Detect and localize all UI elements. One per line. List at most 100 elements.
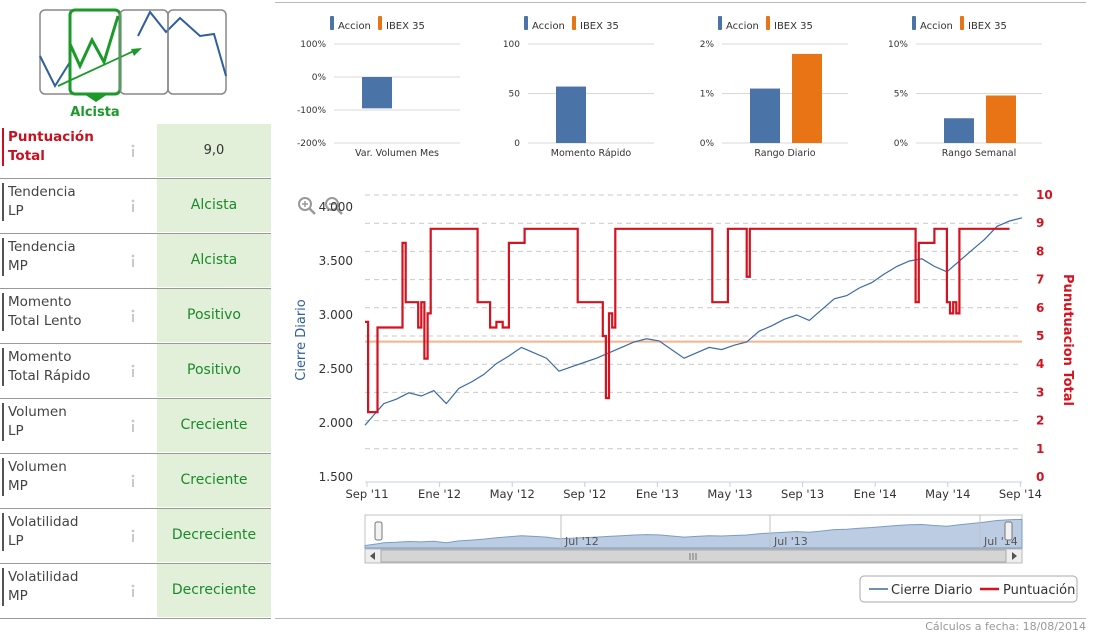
indicator-label-line1: Momento	[8, 294, 72, 310]
navigator-right-handle[interactable]	[1004, 521, 1013, 541]
mini-chart-title: Rango Semanal	[942, 148, 1017, 159]
y-right-tick-label: 3	[1036, 385, 1044, 399]
row-divider	[0, 178, 271, 179]
y-left-tick-label: 2.000	[319, 416, 353, 430]
indicator-row: Tendencia LP Alcista	[0, 179, 271, 234]
row-divider	[0, 508, 271, 509]
bar-accion	[556, 86, 586, 143]
row-divider	[0, 343, 271, 344]
x-tick-label: May '13	[707, 487, 752, 501]
legend-label-score: Puntuación	[1003, 583, 1075, 598]
indicator-label-line1: Tendencia	[8, 239, 76, 255]
legend-swatch-ibex	[572, 16, 576, 30]
info-icon[interactable]	[128, 418, 138, 434]
indicator-label-line1: Volumen	[8, 459, 67, 475]
mini-chart: Accion IBEX 35 10% 5% 0% Rango Semanal	[888, 16, 1042, 159]
x-tick-label: Ene '12	[418, 487, 461, 501]
bar-accion	[362, 77, 392, 109]
navigator-area	[364, 518, 1023, 549]
info-icon[interactable]	[128, 473, 138, 489]
indicator-value: Positivo	[157, 289, 271, 342]
info-icon[interactable]	[128, 253, 138, 269]
info-icon[interactable]	[128, 583, 138, 599]
indicator-label-line2: MP	[8, 478, 28, 494]
row-divider	[0, 288, 271, 289]
y-right-axis-title: Punutuacion Total	[1060, 274, 1075, 406]
y-left-tick-label: 3.000	[319, 308, 353, 322]
info-icon[interactable]	[128, 528, 138, 544]
info-icon[interactable]	[128, 143, 138, 159]
indicator-label-line2: Total Lento	[8, 313, 82, 329]
plus-glyph	[302, 201, 308, 207]
zoom-controls	[298, 197, 343, 215]
y-tick-label: 0%	[312, 73, 327, 83]
indicator-table: Puntuación Total 9,0 Tendencia LP Alcista Tend…	[0, 124, 271, 619]
indicator-label-line1: Tendencia	[8, 184, 76, 200]
indicator-label-line2: MP	[8, 588, 28, 604]
y-tick-label: 0	[514, 139, 520, 149]
zoom-in-icon[interactable]	[298, 197, 316, 215]
legend-frame	[859, 575, 1078, 603]
navigator-left-handle[interactable]	[374, 521, 383, 541]
x-tick-label: Sep '13	[781, 487, 824, 501]
y-tick-label: -100%	[297, 106, 326, 116]
info-icon[interactable]	[128, 363, 138, 379]
legend-label-price: Cierre Diario	[891, 583, 973, 598]
indicator-row: Volumen LP Creciente	[0, 399, 271, 454]
bar-accion	[944, 118, 974, 143]
logo-label: Alcista	[70, 105, 119, 118]
legend-label-accion: Accion	[338, 21, 371, 32]
y-right-tick-label: 10	[1036, 188, 1053, 202]
score-line	[365, 227, 1010, 414]
y-right-tick-label: 6	[1036, 301, 1044, 315]
y-tick-label: 1%	[700, 90, 715, 100]
row-divider	[0, 453, 271, 454]
y-right-tick-label: 0	[1036, 470, 1044, 484]
indicator-row: Tendencia MP Alcista	[0, 234, 271, 289]
y-tick-label: 10%	[888, 40, 908, 50]
navigator-scrollbar[interactable]	[364, 548, 1023, 564]
mini-chart: Accion IBEX 35 100% 0% -100% -200% Var. Volume…	[297, 16, 460, 159]
indicator-row: Momento Total Lento Positivo	[0, 289, 271, 344]
y-right-tick-label: 2	[1036, 414, 1044, 428]
x-tick-label: May '12	[490, 487, 535, 501]
mini-chart-title: Rango Diario	[754, 148, 815, 159]
indicator-label-line2: Total Rápido	[8, 368, 91, 384]
legend-swatch-accion	[524, 16, 528, 30]
y-left-tick-label: 2.500	[319, 362, 353, 376]
price-score-chart: 0 1 2 3 4 5 6 7 8 9 10 1.500 2.000 2.500 3.000 3.500 4.0…	[294, 188, 1078, 603]
indicator-value: Alcista	[157, 179, 271, 232]
navigator: Jul '12 Jul '13 Jul '14	[364, 514, 1023, 549]
legend-label-ibex: IBEX 35	[774, 21, 813, 32]
y-tick-label: 0%	[700, 139, 715, 149]
bar-accion	[750, 88, 780, 143]
legend-swatch-accion	[330, 16, 334, 30]
indicator-label-line2: LP	[8, 533, 24, 549]
navigator-tick-label: Jul '13	[773, 535, 808, 548]
row-divider	[0, 398, 271, 399]
indicator-row: Volatilidad MP Decreciente	[0, 564, 271, 619]
mini-chart-title: Momento Rápido	[551, 148, 632, 159]
y-right-tick-label: 4	[1036, 357, 1044, 371]
y-tick-label: 5%	[894, 90, 909, 100]
x-tick-label: Sep '12	[563, 487, 606, 501]
indicator-label-line2: Total	[8, 148, 45, 164]
calc-date-footer: Cálculos a fecha: 18/08/2014	[925, 620, 1086, 633]
info-icon[interactable]	[128, 308, 138, 324]
zoom-handle	[308, 207, 316, 215]
scroll-left-arrow-icon	[370, 552, 375, 560]
info-icon[interactable]	[128, 198, 138, 214]
indicator-value: Alcista	[157, 234, 271, 287]
zoom-handle	[335, 207, 343, 215]
scroll-right-arrow-icon	[1012, 552, 1017, 560]
y-right-tick-label: 5	[1036, 329, 1044, 343]
row-divider	[0, 563, 271, 564]
zoom-out-icon[interactable]	[325, 197, 343, 215]
y-tick-label: -200%	[297, 139, 326, 149]
indicator-label-line1: Momento	[8, 349, 72, 365]
legend-swatch-ibex	[766, 16, 770, 30]
indicator-label-line1: Volumen	[8, 404, 67, 420]
legend-swatch-ibex	[960, 16, 964, 30]
y-left-tick-label: 3.500	[319, 254, 353, 268]
indicator-row: Momento Total Rápido Positivo	[0, 344, 271, 399]
